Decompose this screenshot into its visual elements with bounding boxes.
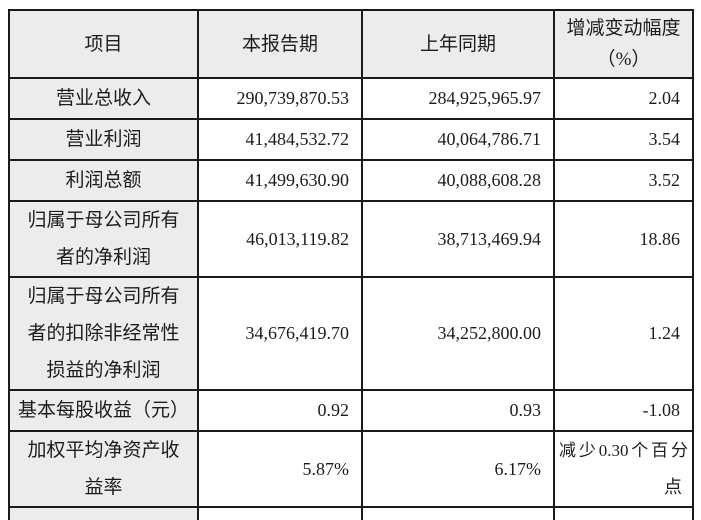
current-period-value: 41,484,532.72 [197,118,363,161]
change-value-line1: 减少0.30个百分 [559,441,688,460]
table-row-weighted-avg-roe: 加权平均净资产收 益率 5.87% 6.17% 减少0.30个百分 点 [8,430,694,508]
table-row-partially-visible [8,506,694,520]
row-label: 归属于母公司所有 者的扣除非经常性 损益的净利润 [8,276,199,391]
col-header-current-period: 本报告期 [197,9,363,79]
row-label: 基本每股收益（元） [8,389,199,432]
col-header-item: 项目 [8,9,199,79]
col-header-change-pct-line1: 增减变动幅度 [566,18,681,39]
change-value-line2: 点 [664,477,682,497]
table-row-net-profit-excl-nonrecurring: 归属于母公司所有 者的扣除非经常性 损益的净利润 34,676,419.70 3… [8,276,694,391]
row-label: 加权平均净资产收 益率 [8,430,199,508]
prior-period-value: 40,088,608.28 [361,159,555,202]
change-value: 2.04 [553,77,694,120]
prior-period-value [361,506,555,520]
row-label-line3: 损益的净利润 [46,360,161,381]
header-row: 项目 本报告期 上年同期 增减变动幅度 （%） [8,9,694,79]
row-label: 归属于母公司所有 者的净利润 [8,200,199,278]
table-row-basic-eps: 基本每股收益（元） 0.92 0.93 -1.08 [8,389,694,432]
current-period-value: 41,499,630.90 [197,159,363,202]
table-row-total-profit: 利润总额 41,499,630.90 40,088,608.28 3.52 [8,159,694,202]
col-header-change-pct-line2: （%） [596,49,651,70]
table-row-total-revenue: 营业总收入 290,739,870.53 284,925,965.97 2.04 [8,77,694,120]
col-header-current-period-text: 本报告期 [241,33,318,55]
change-value: 1.24 [553,276,694,391]
change-value [553,506,694,520]
change-value: 3.54 [553,118,694,161]
prior-period-value: 6.17% [361,430,555,508]
row-label-line1: 归属于母公司所有 [27,210,180,231]
prior-period-value: 34,252,800.00 [361,276,555,391]
row-label-line2: 者的扣除非经常性 [27,323,180,344]
current-period-value: 0.92 [197,389,363,432]
financial-summary-table: 项目 本报告期 上年同期 增减变动幅度 （%） 营业总收入 290,739,87… [8,9,694,520]
change-value: 18.86 [553,200,694,278]
change-value: 减少0.30个百分 点 [553,430,694,508]
prior-period-value: 0.93 [361,389,555,432]
row-label: 营业利润 [8,118,199,161]
change-value: -1.08 [553,389,694,432]
row-label: 利润总额 [8,159,199,202]
current-period-value: 46,013,119.82 [197,200,363,278]
col-header-prior-period-text: 上年同期 [419,33,496,55]
current-period-value: 34,676,419.70 [197,276,363,391]
change-value: 3.52 [553,159,694,202]
row-label-line2: 益率 [84,477,123,498]
row-label-line1: 归属于母公司所有 [27,286,180,307]
table-row-operating-profit: 营业利润 41,484,532.72 40,064,786.71 3.54 [8,118,694,161]
prior-period-value: 38,713,469.94 [361,200,555,278]
current-period-value: 5.87% [197,430,363,508]
row-label-line1: 加权平均净资产收 [27,440,180,461]
prior-period-value: 284,925,965.97 [361,77,555,120]
prior-period-value: 40,064,786.71 [361,118,555,161]
row-label [8,506,199,520]
col-header-prior-period: 上年同期 [361,9,555,79]
table-row-net-profit-attributable: 归属于母公司所有 者的净利润 46,013,119.82 38,713,469.… [8,200,694,278]
row-label-line2: 者的净利润 [55,247,151,268]
col-header-change-pct: 增减变动幅度 （%） [553,9,694,79]
row-label: 营业总收入 [8,77,199,120]
current-period-value: 290,739,870.53 [197,77,363,120]
current-period-value [197,506,363,520]
col-header-item-text: 项目 [84,33,123,55]
